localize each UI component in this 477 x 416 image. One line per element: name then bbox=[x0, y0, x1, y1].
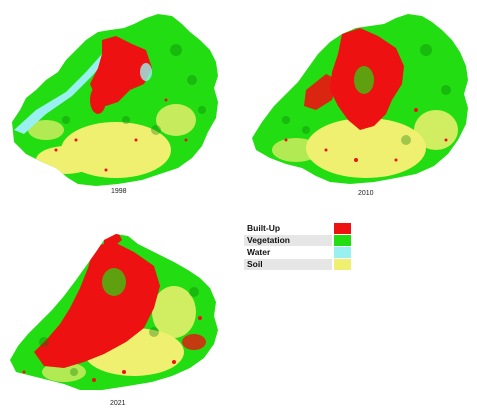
legend-swatch bbox=[334, 258, 351, 270]
legend-label: Soil bbox=[244, 258, 332, 270]
legend-swatch bbox=[334, 234, 351, 246]
map-2021: 2021 bbox=[4, 222, 236, 407]
year-label-1998: 1998 bbox=[111, 188, 127, 195]
legend-item-vegetation: Vegetation bbox=[244, 234, 362, 246]
legend-label: Water bbox=[244, 246, 332, 258]
land-cover-map-2010 bbox=[252, 14, 468, 184]
legend-item-built-up: Built-Up bbox=[244, 222, 362, 234]
land-cover-map-2021 bbox=[10, 234, 218, 390]
year-label-2021: 2021 bbox=[110, 400, 126, 407]
map-2010: 2010 bbox=[246, 10, 476, 197]
legend-label: Vegetation bbox=[244, 234, 332, 246]
legend-label: Built-Up bbox=[244, 222, 332, 234]
legend-item-water: Water bbox=[244, 246, 362, 258]
legend-swatch bbox=[334, 222, 351, 234]
legend: Built-Up Vegetation Water Soil bbox=[244, 222, 362, 270]
legend-item-soil: Soil bbox=[244, 258, 362, 270]
map-1998: 1998 bbox=[6, 10, 224, 195]
year-label-2010: 2010 bbox=[358, 190, 374, 197]
land-cover-map-1998 bbox=[12, 14, 218, 186]
legend-swatch bbox=[334, 246, 351, 258]
